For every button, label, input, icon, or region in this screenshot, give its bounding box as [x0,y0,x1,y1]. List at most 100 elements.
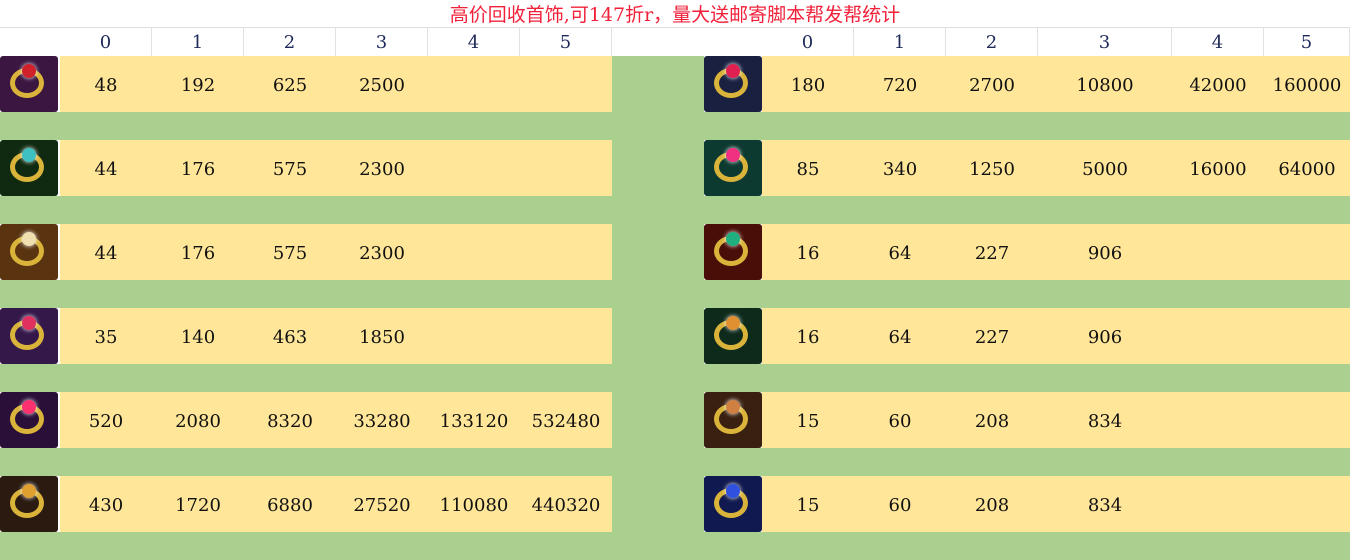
price-cell[interactable]: 5000 [1082,159,1128,180]
price-cell[interactable]: 27520 [353,495,411,516]
price-cell[interactable]: 16 [796,327,820,348]
price-cell[interactable]: 440320 [531,495,601,516]
price-cell[interactable]: 2500 [359,75,405,96]
price-cell[interactable]: 2300 [359,243,405,264]
price-cell[interactable]: 575 [272,243,308,264]
price-cell[interactable]: 625 [272,75,308,96]
price-cell[interactable]: 2080 [175,411,221,432]
price-cell[interactable]: 834 [1087,495,1123,516]
column-header: 1 [152,28,244,56]
price-cell[interactable]: 520 [88,411,124,432]
price-cell[interactable]: 176 [180,159,216,180]
price-cell[interactable] [1264,308,1350,364]
price-cell[interactable] [428,224,520,280]
price-cell[interactable]: 906 [1087,243,1123,264]
winged-clock-amulet-icon [0,224,58,280]
price-cell[interactable]: 33280 [353,411,411,432]
price-cell[interactable]: 10800 [1076,75,1134,96]
price-cell[interactable] [428,140,520,196]
price-cell[interactable]: 140 [180,327,216,348]
price-cell[interactable] [428,308,520,364]
price-cell[interactable]: 227 [974,243,1010,264]
price-cell[interactable]: 575 [272,159,308,180]
price-cell[interactable]: 2700 [969,75,1015,96]
price-cell[interactable]: 44 [94,159,118,180]
price-cell[interactable] [520,140,612,196]
price-cell[interactable]: 16 [796,243,820,264]
price-cell[interactable]: 48 [94,75,118,96]
green-necklace-icon [0,140,58,196]
table-row [762,224,1350,280]
price-cell[interactable] [520,224,612,280]
price-cell[interactable] [1264,392,1350,448]
ruby-ring-icon [704,56,762,112]
table-row [762,140,1350,196]
price-cell[interactable]: 110080 [439,495,509,516]
price-cell[interactable]: 64000 [1278,159,1336,180]
price-cell[interactable] [1172,308,1264,364]
price-cell[interactable]: 1720 [175,495,221,516]
table-row [60,140,612,196]
price-cell[interactable]: 60 [888,495,912,516]
price-cell[interactable]: 35 [94,327,118,348]
gold-chain-necklace-icon [0,308,58,364]
price-cell[interactable]: 42000 [1189,75,1247,96]
column-header: 4 [1172,28,1264,56]
price-cell[interactable] [1264,476,1350,532]
price-cell[interactable]: 1850 [359,327,405,348]
price-cell[interactable]: 208 [974,495,1010,516]
price-cell[interactable]: 2300 [359,159,405,180]
price-cell[interactable]: 180 [790,75,826,96]
price-cell[interactable] [1264,224,1350,280]
price-cell[interactable]: 834 [1087,411,1123,432]
price-cell[interactable]: 60 [888,411,912,432]
price-cell[interactable]: 430 [88,495,124,516]
price-cell[interactable]: 8320 [267,411,313,432]
rose-ring-icon [704,392,762,448]
price-cell[interactable]: 906 [1087,327,1123,348]
price-cell[interactable]: 340 [882,159,918,180]
sapphire-ring-icon [704,476,762,532]
column-header: 1 [854,28,946,56]
column-header: 2 [946,28,1038,56]
column-header: 0 [60,28,152,56]
price-cell[interactable]: 44 [94,243,118,264]
table-row [60,308,612,364]
price-cell[interactable]: 15 [796,411,820,432]
column-header: 5 [520,28,612,56]
price-cell[interactable] [1172,392,1264,448]
jade-flower-ring-icon [704,308,762,364]
table-row [60,476,612,532]
price-cell[interactable]: 85 [796,159,820,180]
column-header: 3 [336,28,428,56]
emerald-gold-ring-icon [704,224,762,280]
column-header: 2 [244,28,336,56]
price-cell[interactable]: 208 [974,411,1010,432]
purple-necklace-icon [0,56,58,112]
price-cell[interactable]: 720 [882,75,918,96]
price-cell[interactable]: 64 [888,327,912,348]
price-cell[interactable]: 532480 [531,411,601,432]
pendant-ring-icon [0,476,58,532]
price-cell[interactable] [520,56,612,112]
price-cell[interactable]: 176 [180,243,216,264]
table-row [60,392,612,448]
row-separator [0,532,1350,560]
price-cell[interactable]: 6880 [267,495,313,516]
price-cell[interactable] [428,56,520,112]
price-cell[interactable]: 227 [974,327,1010,348]
price-cell[interactable] [1172,224,1264,280]
price-cell[interactable]: 64 [888,243,912,264]
price-cell[interactable]: 133120 [439,411,509,432]
price-cell[interactable]: 16000 [1189,159,1247,180]
price-cell[interactable]: 192 [180,75,216,96]
price-cell[interactable] [1172,476,1264,532]
price-cell[interactable]: 1250 [969,159,1015,180]
price-cell[interactable]: 160000 [1272,75,1342,96]
price-cell[interactable]: 463 [272,327,308,348]
price-cell[interactable] [520,308,612,364]
price-cell[interactable]: 15 [796,495,820,516]
table-row [762,308,1350,364]
table-row [762,56,1350,112]
table-row [60,56,612,112]
